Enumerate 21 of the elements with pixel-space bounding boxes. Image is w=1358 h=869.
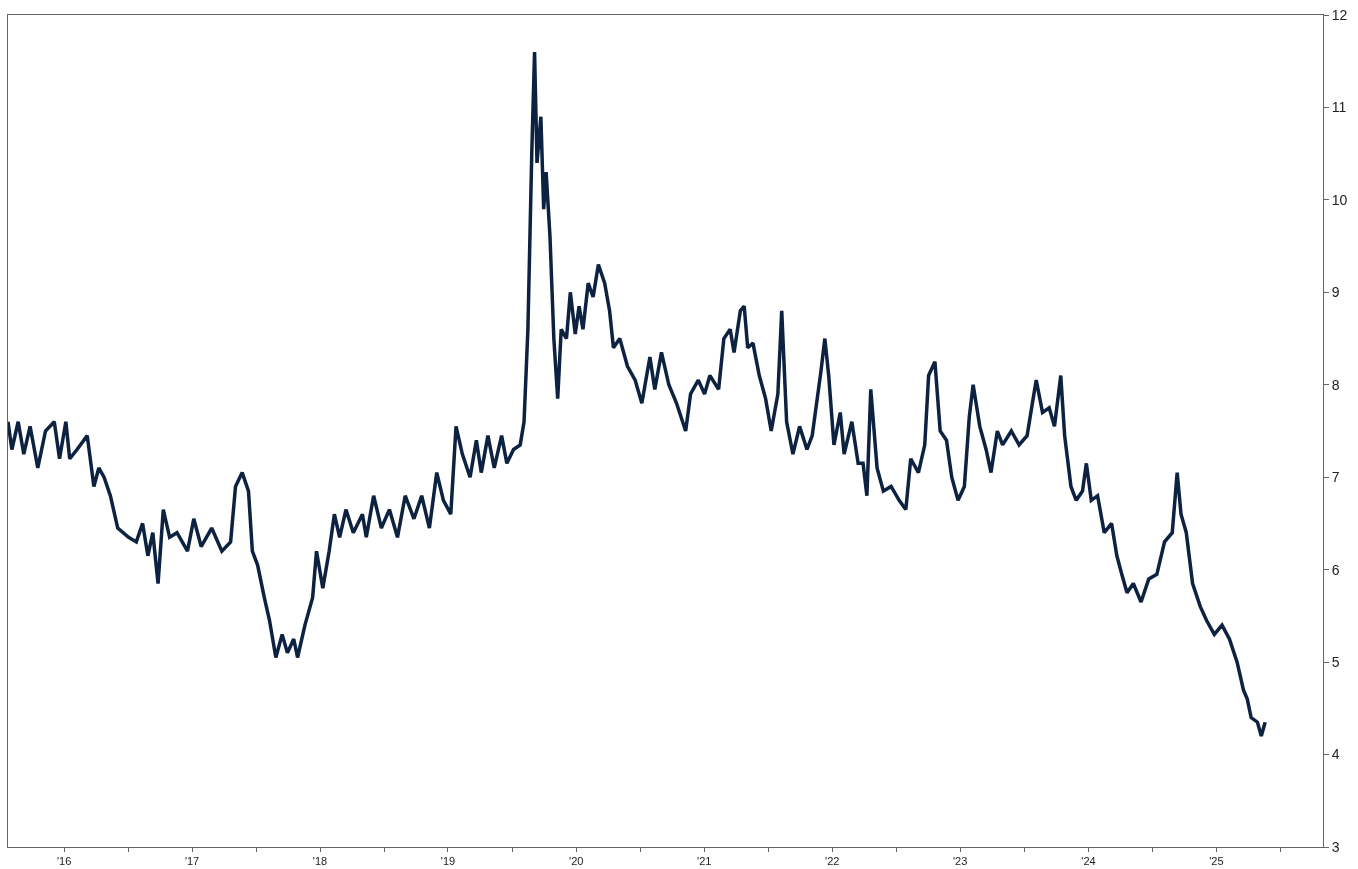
x-tick-label: '24: [1081, 855, 1096, 868]
line-series: [8, 50, 1267, 738]
x-tick-label: '22: [825, 855, 840, 868]
y-tick-label: 8: [1331, 376, 1340, 393]
x-tick-label: '16: [56, 855, 72, 868]
x-tick-label: '17: [184, 855, 200, 868]
x-tick-label: '19: [440, 855, 456, 868]
x-tick-label: '18: [312, 855, 328, 868]
x-tick-label: '21: [697, 855, 712, 868]
y-tick-label: 10: [1331, 191, 1348, 208]
x-tick-label: '20: [569, 855, 584, 868]
y-tick-label: 4: [1331, 746, 1340, 763]
x-tick-label: '25: [1209, 855, 1224, 868]
y-tick-label: 6: [1331, 561, 1340, 578]
y-tick-label: 11: [1331, 99, 1347, 116]
x-tick-label: '23: [952, 855, 968, 868]
y-tick-label: 7: [1331, 469, 1340, 486]
y-tick-label: 5: [1331, 654, 1340, 671]
y-tick-label: 12: [1331, 6, 1348, 23]
y-tick-label: 9: [1331, 284, 1340, 301]
y-tick-label: 3: [1331, 838, 1340, 855]
